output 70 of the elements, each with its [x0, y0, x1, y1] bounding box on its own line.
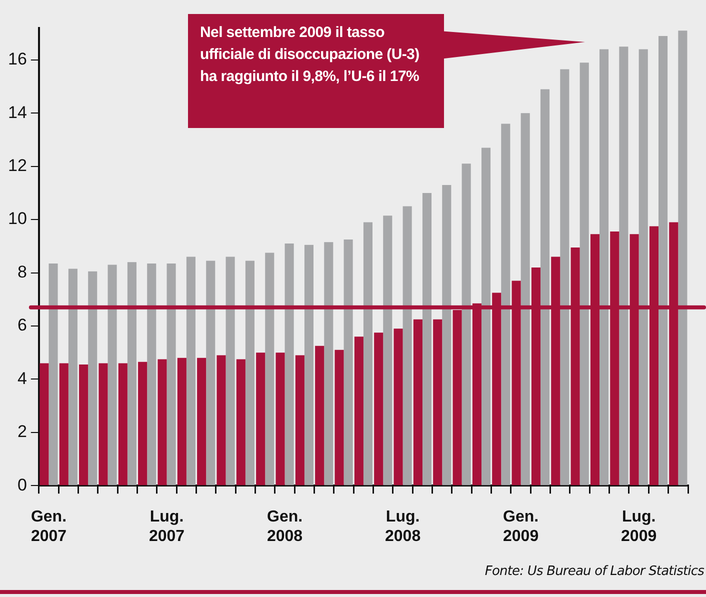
bar	[138, 362, 148, 486]
bar	[276, 352, 285, 486]
bar	[197, 358, 206, 486]
bar	[284, 244, 294, 486]
bar	[40, 363, 49, 486]
bar	[166, 263, 176, 486]
bar	[158, 359, 167, 486]
bar	[374, 332, 384, 486]
y-tick-label: 4	[17, 368, 27, 388]
bar	[245, 260, 254, 486]
y-tick-label: 8	[17, 262, 27, 282]
y-tick-label: 2	[17, 422, 27, 442]
bar	[678, 30, 688, 486]
bar	[599, 49, 609, 486]
bar	[334, 350, 344, 486]
bar	[304, 244, 314, 486]
bar	[59, 363, 68, 486]
x-tick-label: Lug. 2008	[384, 508, 421, 545]
bar	[206, 260, 216, 486]
bar	[481, 148, 491, 486]
bar	[177, 358, 186, 486]
bar	[638, 49, 648, 486]
bar	[236, 359, 246, 486]
bar	[462, 164, 471, 486]
x-tick-label: Lug. 2009	[621, 508, 657, 545]
bar	[79, 364, 88, 486]
bar	[108, 264, 117, 486]
bar	[363, 222, 373, 486]
bar	[501, 124, 510, 486]
bar	[147, 263, 156, 486]
bar	[383, 216, 392, 486]
bar	[48, 263, 58, 486]
bar	[520, 113, 530, 486]
x-tick-label: Gen. 2008	[266, 508, 303, 545]
bar	[344, 240, 353, 486]
y-tick-label: 0	[17, 475, 27, 494]
bar	[216, 355, 226, 486]
bar	[315, 346, 324, 486]
bar	[442, 184, 452, 486]
bar	[324, 242, 334, 486]
bar	[619, 46, 628, 486]
bar	[88, 271, 98, 486]
y-tick-label: 10	[8, 209, 27, 228]
bar	[256, 352, 266, 486]
source-note: Fonte: Us Bureau of Labor Statistics	[484, 564, 704, 579]
y-tick-label: 12	[8, 156, 27, 176]
y-tick-label: 14	[8, 102, 27, 122]
bar	[433, 319, 442, 486]
bar	[354, 336, 364, 486]
bar	[402, 206, 412, 486]
y-tick-label: 16	[8, 50, 27, 69]
bar	[265, 252, 274, 486]
bar	[226, 256, 235, 486]
bar	[127, 262, 136, 486]
bar	[98, 363, 108, 486]
bar	[422, 192, 432, 486]
x-tick-label: Lug. 2007	[148, 508, 185, 545]
bar	[658, 36, 668, 486]
bar	[394, 328, 403, 486]
x-tick-label: Gen. 2009	[503, 508, 539, 545]
bar	[413, 319, 422, 486]
bar	[580, 62, 589, 486]
bar	[540, 89, 550, 486]
bar	[186, 256, 196, 486]
bar	[560, 69, 570, 486]
bar	[68, 268, 78, 486]
bar	[118, 363, 128, 486]
x-tick-label: Gen. 2007	[30, 508, 67, 545]
y-tick-label: 6	[17, 316, 27, 335]
bar	[295, 355, 304, 486]
